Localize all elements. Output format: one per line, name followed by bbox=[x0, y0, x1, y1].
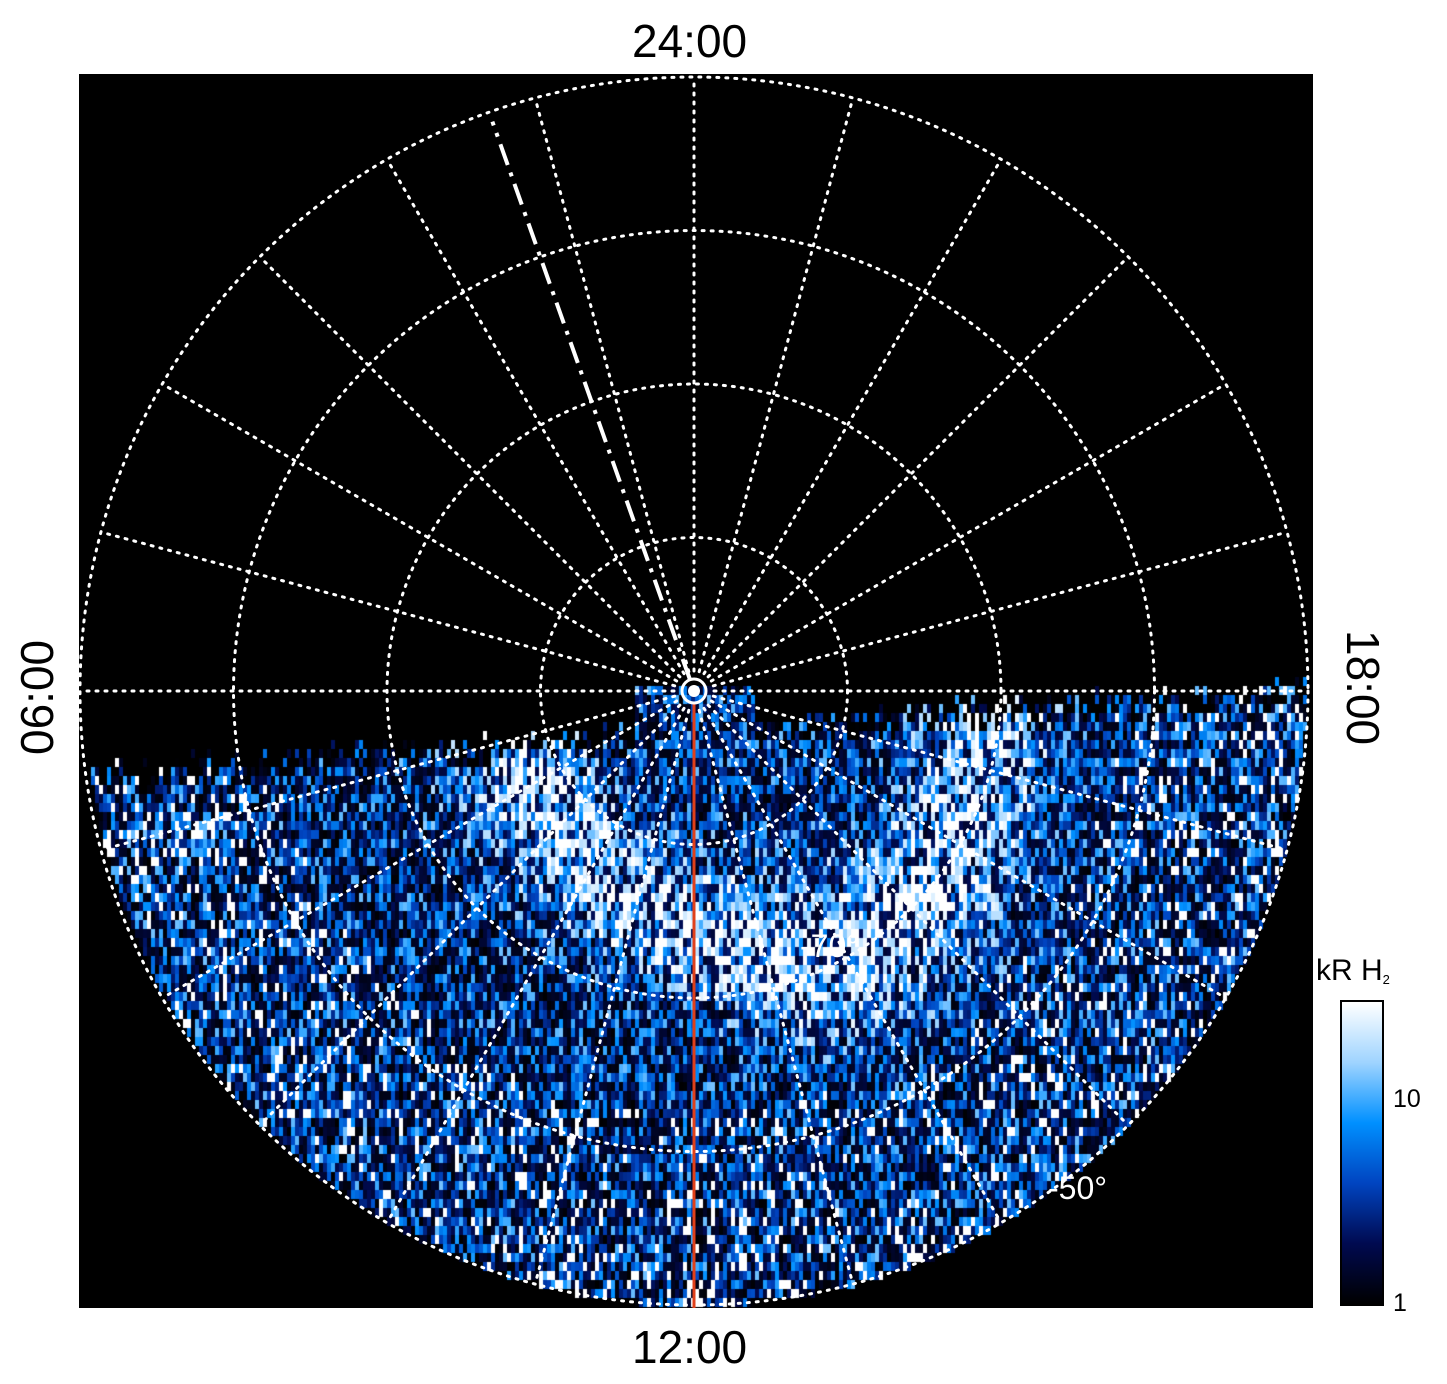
meridian-line bbox=[258, 255, 682, 679]
meridian-line bbox=[706, 703, 1130, 1127]
colorbar-tick-label: 10 bbox=[1393, 1084, 1421, 1113]
polar-grid: -70° -50° bbox=[79, 75, 1310, 1308]
meridian-line bbox=[709, 699, 1228, 1000]
local-time-label-18: 18:00 bbox=[1337, 630, 1389, 746]
polar-auroral-map: -70° -50° bbox=[79, 74, 1313, 1308]
pole-marker-outer bbox=[680, 677, 708, 705]
colorbar-tick-label: 1 bbox=[1393, 1289, 1407, 1317]
meridian-line bbox=[385, 157, 686, 676]
colorbar-title: kR H2 bbox=[1316, 954, 1390, 987]
meridian-line bbox=[711, 694, 1289, 852]
meridian-line bbox=[533, 96, 691, 674]
dash-dot-meridian-line bbox=[490, 120, 692, 681]
meridian-line bbox=[709, 382, 1228, 683]
meridian-line bbox=[99, 694, 677, 852]
meridian-line bbox=[697, 96, 855, 674]
colorbar bbox=[1340, 1000, 1384, 1306]
pole-marker-inner bbox=[688, 685, 700, 697]
meridian-line bbox=[99, 530, 677, 688]
meridian-line bbox=[160, 699, 679, 1000]
meridian-line bbox=[711, 530, 1289, 688]
meridian-line bbox=[706, 255, 1130, 679]
meridian-line bbox=[385, 706, 686, 1225]
meridian-line bbox=[160, 382, 679, 683]
latitude-label: -50° bbox=[1048, 1170, 1107, 1206]
meridian-line bbox=[258, 703, 682, 1127]
latitude-label: -70° bbox=[800, 928, 859, 964]
local-time-label-06: 06:00 bbox=[11, 639, 63, 755]
local-time-label-24: 24:00 bbox=[632, 15, 748, 67]
meridian-line bbox=[702, 157, 1003, 676]
local-time-label-12: 12:00 bbox=[632, 1321, 748, 1373]
meridian-line bbox=[533, 708, 691, 1286]
meridian-line bbox=[697, 708, 855, 1286]
meridian-line bbox=[702, 706, 1003, 1225]
